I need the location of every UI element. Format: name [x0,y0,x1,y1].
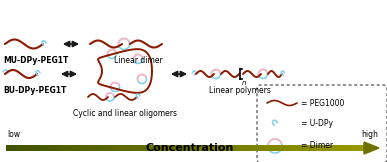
Text: low: low [7,130,20,139]
Polygon shape [364,142,379,154]
Text: = PEG1000: = PEG1000 [301,98,344,108]
Text: n: n [242,80,247,86]
Text: Linear polymers: Linear polymers [209,86,271,95]
Text: Cyclic and linear oligomers: Cyclic and linear oligomers [73,109,177,118]
Text: = U-DPy: = U-DPy [301,120,333,128]
Text: MU-DPy-PEG1T: MU-DPy-PEG1T [3,56,68,65]
Text: BU-DPy-PEG1T: BU-DPy-PEG1T [3,86,67,95]
Text: Linear dimer: Linear dimer [114,56,163,65]
FancyBboxPatch shape [257,85,387,162]
Text: Concentration: Concentration [146,143,234,153]
Text: = Dimer: = Dimer [301,141,333,150]
Text: high: high [361,130,378,139]
